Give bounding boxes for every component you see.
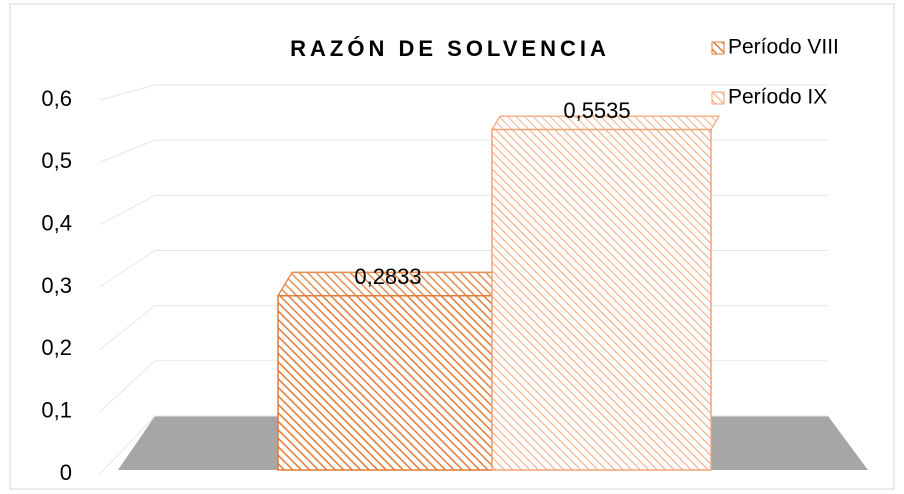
data-label: 0,5535 [563,98,630,123]
chart-title: RAZÓN DE SOLVENCIA [290,36,610,61]
grid-line [99,84,828,101]
legend-label: Período IX [728,86,827,109]
legend-swatch [711,41,725,55]
legend-swatch [711,91,725,105]
y-tick-label: 0,4 [41,210,72,235]
y-tick-label: 0,1 [41,397,72,422]
data-label: 0,2833 [354,264,421,289]
legend-label: Período VIII [728,36,839,59]
bar [491,128,712,471]
y-tick-label: 0,3 [41,273,72,298]
y-tick-label: 0,2 [41,335,72,360]
y-tick-label: 0,5 [41,148,72,173]
bar [277,295,493,471]
y-tick-label: 0 [60,460,72,485]
y-tick-label: 0,6 [41,86,72,111]
